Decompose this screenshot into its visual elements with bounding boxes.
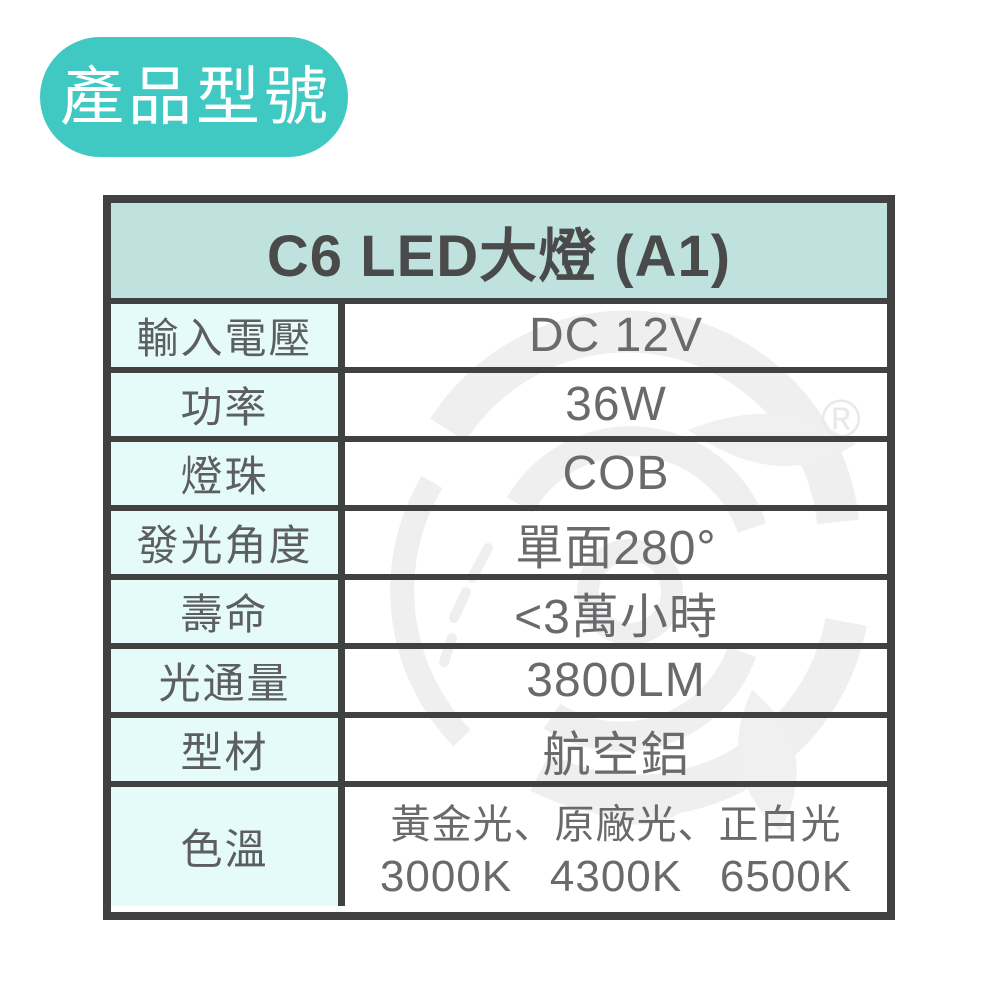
row-label: 壽命 xyxy=(111,580,345,649)
row-value: 36W xyxy=(345,373,887,442)
color-temp-kelvin-values: 3000K 4300K 6500K xyxy=(345,852,887,902)
spec-table-title: C6 LED大燈 (A1) xyxy=(111,203,887,304)
table-row-material: 型材 航空鋁 xyxy=(111,718,887,787)
product-model-badge: 產品型號 xyxy=(40,37,348,157)
table-row-luminous-flux: 光通量 3800LM xyxy=(111,649,887,718)
product-model-badge-label: 產品型號 xyxy=(60,61,332,133)
kelvin-value: 4300K xyxy=(549,851,683,901)
row-value: COB xyxy=(345,442,887,511)
row-value: DC 12V xyxy=(345,304,887,373)
row-label: 輸入電壓 xyxy=(111,304,345,373)
table-row-beam-angle: 發光角度 單面280° xyxy=(111,511,887,580)
table-row-color-temperature: 色溫 黃金光、原廠光、正白光 3000K 4300K 6500K xyxy=(111,787,887,906)
row-label: 燈珠 xyxy=(111,442,345,511)
color-temp-names: 黃金光、原廠光、正白光 xyxy=(390,802,842,847)
table-row-input-voltage: 輸入電壓 DC 12V xyxy=(111,304,887,373)
row-label: 光通量 xyxy=(111,649,345,718)
table-row-power: 功率 36W xyxy=(111,373,887,442)
row-value: <3萬小時 xyxy=(345,580,887,649)
row-label: 型材 xyxy=(111,718,345,787)
row-label: 功率 xyxy=(111,373,345,442)
row-value: 單面280° xyxy=(345,511,887,580)
table-row-lifespan: 壽命 <3萬小時 xyxy=(111,580,887,649)
row-value: 3800LM xyxy=(345,649,887,718)
row-value: 黃金光、原廠光、正白光 3000K 4300K 6500K xyxy=(345,787,887,906)
row-label: 色溫 xyxy=(111,787,345,906)
spec-table: C6 LED大燈 (A1) 輸入電壓 DC 12V 功率 36W 燈珠 COB … xyxy=(103,195,895,920)
row-value: 航空鋁 xyxy=(345,718,887,787)
kelvin-value: 3000K xyxy=(379,851,513,901)
table-row-led-chip: 燈珠 COB xyxy=(111,442,887,511)
row-label: 發光角度 xyxy=(111,511,345,580)
kelvin-value: 6500K xyxy=(719,851,853,901)
